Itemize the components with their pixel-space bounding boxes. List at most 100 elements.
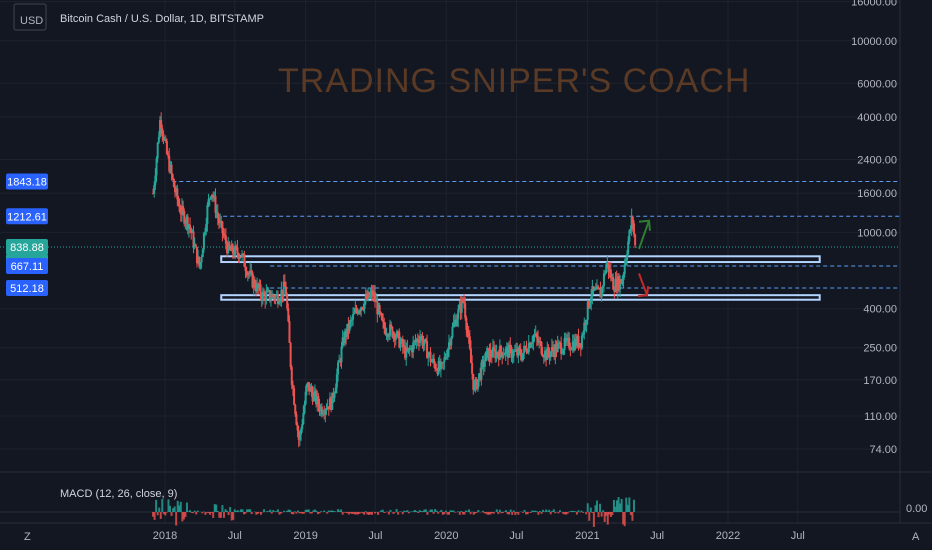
bearish-arrow-shaft[interactable] (638, 273, 649, 296)
candle-body (244, 266, 247, 272)
macd-histogram-bar (537, 512, 540, 515)
macd-histogram-bar (580, 510, 583, 512)
candle-body (411, 347, 414, 353)
candle-body (249, 270, 252, 274)
macd-histogram-bar (440, 509, 443, 512)
candle-body (404, 345, 407, 358)
candle-body (500, 345, 503, 353)
candle-body (495, 352, 498, 359)
candle-body (605, 264, 608, 274)
macd-histogram-bar (249, 509, 252, 512)
candle-body (242, 253, 245, 255)
macd-histogram-bar (566, 512, 569, 514)
candle-body (272, 294, 275, 298)
macd-histogram-bar (250, 512, 253, 515)
macd-histogram-bar (417, 512, 420, 514)
zones[interactable] (220, 255, 821, 301)
macd-histogram-bar (156, 512, 159, 516)
candle-body (626, 254, 629, 260)
candle-body (480, 362, 483, 380)
candle-body (193, 244, 196, 248)
macd-histogram-bar (381, 509, 384, 512)
macd-histogram-bar (172, 508, 175, 512)
candle-body (578, 343, 581, 348)
timezone-icon[interactable]: Z (24, 531, 31, 543)
time-scale-label: 2022 (716, 530, 740, 542)
macd-histogram-bar (599, 503, 602, 512)
candle-body (537, 338, 540, 343)
price-scale[interactable]: 16000.00 10000.00 6000.00 4000.00 2400.00 160… (851, 0, 897, 456)
macd-histogram-bar (458, 512, 461, 515)
macd-histogram-bar (363, 512, 366, 515)
arrows[interactable] (637, 219, 651, 298)
macd-histogram-bar (475, 512, 478, 513)
macd-histogram-bar (466, 511, 469, 512)
macd-histogram-bar (406, 510, 409, 512)
macd-histogram-bar (538, 511, 541, 512)
macd-histogram-bar (152, 512, 155, 517)
candle-body (494, 349, 497, 359)
macd-histogram-bar (412, 510, 415, 512)
price-tag-label: 838.88 (10, 242, 44, 254)
candle-body (219, 221, 222, 224)
macd-histogram-bar (355, 512, 358, 515)
candle-body (330, 397, 333, 410)
candle-body (152, 193, 155, 195)
macd-histogram-bar (497, 512, 500, 515)
candle-body (226, 243, 229, 253)
candle-body (227, 242, 230, 253)
candle-body (382, 319, 385, 323)
candle-body (371, 290, 374, 296)
candle-body (182, 205, 185, 212)
candle-body (208, 198, 211, 200)
macd-histogram-bar (454, 512, 457, 513)
candle-body (252, 279, 255, 288)
macd-histogram-bar (287, 509, 290, 512)
time-scale[interactable]: 2018 Jul 2019 Jul 2020 Jul 2021 Jul 2022 Jul (153, 530, 805, 542)
macd-pane[interactable] (0, 497, 900, 527)
candle-body (498, 345, 501, 360)
candle-body (288, 321, 291, 343)
candle-body (212, 194, 215, 198)
macd-histogram-bar (185, 502, 188, 512)
support-resistance-zone[interactable] (220, 294, 821, 301)
bearish-arrowhead-icon (637, 286, 650, 298)
candle-body (340, 346, 343, 363)
currency-tag-box[interactable] (13, 3, 47, 31)
candle-body (515, 349, 518, 351)
candle-body (489, 350, 492, 357)
macd-histogram-bar (506, 512, 509, 515)
candle-body (438, 360, 441, 370)
candle-body (290, 367, 293, 386)
macd-histogram-bar (337, 509, 340, 512)
bullish-arrow-shaft[interactable] (638, 220, 650, 250)
candle-body (538, 341, 541, 343)
macd-histogram-bar (546, 511, 549, 512)
candle-body (414, 340, 417, 342)
macd-histogram-bar (605, 512, 608, 516)
macd-histogram-bar (316, 512, 319, 515)
macd-histogram-bar (189, 510, 192, 512)
macd-histogram-bar (170, 512, 173, 516)
macd-histogram-bar (329, 510, 332, 512)
candle-body (576, 335, 579, 346)
candle-body (324, 409, 327, 415)
level-lines[interactable] (172, 180, 900, 289)
candle-body (443, 357, 446, 363)
macd-histogram-bar (266, 511, 269, 512)
candle-body (282, 281, 285, 296)
candle-body (608, 269, 611, 273)
candle-body (374, 292, 377, 302)
macd-histogram-bar (603, 512, 606, 522)
candle-body (313, 391, 316, 394)
candle-body (372, 292, 375, 296)
candle-body (183, 211, 186, 224)
auto-scale-icon[interactable]: A (912, 531, 920, 543)
candle-body (521, 353, 524, 361)
candle-body (162, 133, 165, 140)
macd-histogram-bar (444, 510, 447, 512)
support-resistance-zone[interactable] (220, 255, 821, 264)
candle-body (601, 286, 604, 289)
macd-histogram-bar (426, 512, 429, 515)
